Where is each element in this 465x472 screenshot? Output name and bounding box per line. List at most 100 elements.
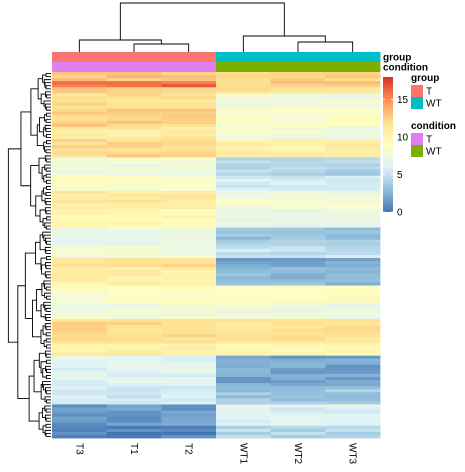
heatmap-cell (270, 428, 326, 433)
heatmap-cell (52, 102, 108, 106)
heatmap-cell (216, 81, 272, 85)
heatmap-cell (325, 133, 381, 137)
heatmap-cell (325, 148, 381, 152)
heatmap-cell (106, 270, 162, 274)
heatmap-cell (52, 383, 108, 387)
heatmap-cell (270, 352, 326, 357)
heatmap-cell (161, 117, 217, 122)
dendrogram-branch (45, 249, 51, 254)
heatmap-cell (52, 334, 108, 338)
heatmap-cell (161, 358, 217, 363)
heatmap-cell (106, 230, 162, 235)
heatmap-cell (325, 261, 381, 265)
heatmap-cell (216, 428, 272, 433)
heatmap-cell (106, 96, 162, 100)
heatmap-cell (52, 215, 108, 219)
heatmap-cell (161, 431, 217, 436)
heatmap-cell (161, 99, 217, 103)
heatmap-cell (325, 422, 381, 427)
heatmap-cell (216, 297, 272, 302)
heatmap-cell (106, 255, 162, 259)
heatmap-cell (161, 197, 217, 201)
heatmap-cell (270, 200, 326, 204)
heatmap-cell (325, 145, 381, 149)
heatmap-cell (216, 236, 272, 241)
heatmap-cell (216, 322, 272, 326)
heatmap-cell (216, 386, 272, 390)
heatmap-cell (52, 364, 108, 369)
heatmap-cell (216, 136, 272, 140)
heatmap-cell (106, 215, 162, 219)
heatmap-cell (52, 389, 108, 393)
heatmap-cell (216, 303, 272, 308)
heatmap-cell (270, 297, 326, 302)
heatmap-cell (52, 419, 108, 424)
color-scale-legend: 0 5 10 15 (383, 77, 409, 219)
heatmap-cell (161, 136, 217, 140)
color-scale-tick-label: 15 (397, 95, 409, 106)
heatmap-cell (161, 142, 217, 146)
dendrogram-branch (46, 256, 51, 261)
heatmap-cell (161, 227, 217, 231)
heatmap-cell (270, 245, 326, 250)
heatmap-cell (161, 184, 217, 189)
heatmap-cell (161, 212, 217, 216)
heatmap-cell (161, 87, 217, 91)
heatmap-cell (161, 370, 217, 375)
heatmap-cell (216, 367, 272, 372)
heatmap-cell (106, 175, 162, 180)
heatmap-cell (161, 413, 217, 418)
heatmap-cell (106, 425, 162, 430)
heatmap-cell (325, 407, 381, 411)
dendrogram-branch (46, 94, 51, 99)
heatmap-cell (325, 364, 381, 369)
heatmap-cell (161, 264, 217, 268)
heatmap-cell (106, 331, 162, 335)
heatmap-cell (106, 178, 162, 183)
heatmap-cell (325, 337, 381, 341)
heatmap-cell (161, 194, 217, 198)
heatmap-cell (216, 340, 272, 344)
heatmap-cell (106, 194, 162, 198)
heatmap-cell (161, 386, 217, 390)
heatmap-cell (106, 288, 162, 292)
row-dendrogram (7, 73, 51, 437)
heatmap-cell (270, 334, 326, 338)
heatmap-cell (161, 151, 217, 155)
heatmap-cell (325, 224, 381, 228)
heatmap-cell (52, 270, 108, 274)
color-scale-bar (383, 77, 393, 212)
heatmap-cell (106, 224, 162, 228)
heatmap-cell (325, 358, 381, 363)
heatmap-cell (52, 358, 108, 363)
heatmap-cell (106, 148, 162, 152)
heatmap-cell (52, 218, 108, 222)
heatmap-cell (106, 227, 162, 231)
heatmap-cell (325, 352, 381, 357)
heatmap-cell (325, 267, 381, 271)
heatmap-cell (216, 300, 272, 305)
heatmap-cell (216, 419, 272, 424)
heatmap-cell (52, 319, 108, 323)
heatmap-cell (106, 233, 162, 238)
heatmap-cell (106, 123, 162, 128)
heatmap-cell (325, 245, 381, 250)
column-label: T1 (128, 443, 139, 455)
heatmap-cell (106, 294, 162, 299)
heatmap-cell (325, 178, 381, 183)
heatmap-cell (106, 251, 162, 256)
heatmap-cell (52, 239, 108, 244)
heatmap-cell (325, 346, 381, 350)
heatmap-cell (106, 358, 162, 363)
heatmap-cell (52, 72, 108, 76)
dendrogram-branch (45, 408, 51, 413)
heatmap-cell (52, 181, 108, 186)
heatmap-cell (161, 242, 217, 247)
heatmap-cell (325, 154, 381, 158)
heatmap-cell (52, 367, 108, 372)
heatmap-cell (325, 181, 381, 186)
heatmap-cell (106, 81, 162, 85)
heatmap-cell (52, 255, 108, 259)
heatmap-cell (325, 233, 381, 238)
heatmap-cell (216, 102, 272, 106)
